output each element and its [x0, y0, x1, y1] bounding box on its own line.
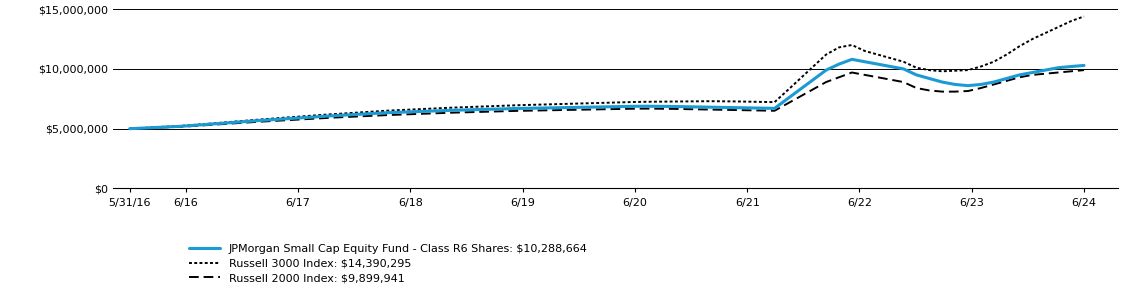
Russell 3000 Index: $14,390,295: (8.5, 1.44e+07): $14,390,295: (8.5, 1.44e+07) [1077, 15, 1091, 18]
Russell 3000 Index: $14,390,295: (6.43, 1.2e+07): $14,390,295: (6.43, 1.2e+07) [846, 43, 859, 47]
Russell 3000 Index: $14,390,295: (0.689, 5.4e+06): $14,390,295: (0.689, 5.4e+06) [200, 122, 213, 126]
JPMorgan Small Cap Equity Fund - Class R6 Shares: $10,288,664: (0.689, 5.36e+06): $10,288,664: (0.689, 5.36e+06) [200, 123, 213, 126]
JPMorgan Small Cap Equity Fund - Class R6 Shares: $10,288,664: (6.89, 1e+07): $10,288,664: (6.89, 1e+07) [896, 67, 910, 71]
JPMorgan Small Cap Equity Fund - Class R6 Shares: $10,288,664: (7.7, 8.9e+06): $10,288,664: (7.7, 8.9e+06) [987, 80, 1000, 84]
Legend: JPMorgan Small Cap Equity Fund - Class R6 Shares: $10,288,664, Russell 3000 Inde: JPMorgan Small Cap Equity Fund - Class R… [189, 244, 588, 283]
JPMorgan Small Cap Equity Fund - Class R6 Shares: $10,288,664: (7.12, 9.2e+06): $10,288,664: (7.12, 9.2e+06) [922, 77, 936, 80]
JPMorgan Small Cap Equity Fund - Class R6 Shares: $10,288,664: (0, 5e+06): $10,288,664: (0, 5e+06) [123, 127, 137, 130]
Russell 3000 Index: $14,390,295: (6.78, 1.09e+07): $14,390,295: (6.78, 1.09e+07) [884, 56, 898, 60]
Russell 2000 Index: $9,899,941: (6.78, 9.1e+06): $9,899,941: (6.78, 9.1e+06) [884, 78, 898, 81]
Russell 3000 Index: $14,390,295: (7.01, 1.01e+07): $14,390,295: (7.01, 1.01e+07) [910, 66, 924, 70]
Russell 3000 Index: $14,390,295: (0, 5e+06): $14,390,295: (0, 5e+06) [123, 127, 137, 130]
JPMorgan Small Cap Equity Fund - Class R6 Shares: $10,288,664: (8.5, 1.03e+07): $10,288,664: (8.5, 1.03e+07) [1077, 64, 1091, 67]
Russell 2000 Index: $9,899,941: (6.66, 9.3e+06): $9,899,941: (6.66, 9.3e+06) [870, 75, 884, 79]
JPMorgan Small Cap Equity Fund - Class R6 Shares: $10,288,664: (6.78, 1.02e+07): $10,288,664: (6.78, 1.02e+07) [884, 65, 898, 68]
Line: Russell 2000 Index: $9,899,941: Russell 2000 Index: $9,899,941 [130, 70, 1084, 129]
Line: JPMorgan Small Cap Equity Fund - Class R6 Shares: $10,288,664: JPMorgan Small Cap Equity Fund - Class R… [130, 59, 1084, 129]
Russell 2000 Index: $9,899,941: (7.58, 8.4e+06): $9,899,941: (7.58, 8.4e+06) [974, 86, 988, 90]
Russell 2000 Index: $9,899,941: (0, 5e+06): $9,899,941: (0, 5e+06) [123, 127, 137, 130]
Russell 3000 Index: $14,390,295: (6.66, 1.12e+07): $14,390,295: (6.66, 1.12e+07) [870, 53, 884, 56]
JPMorgan Small Cap Equity Fund - Class R6 Shares: $10,288,664: (6.43, 1.08e+07): $10,288,664: (6.43, 1.08e+07) [846, 57, 859, 61]
Russell 2000 Index: $9,899,941: (0.689, 5.3e+06): $9,899,941: (0.689, 5.3e+06) [200, 123, 213, 127]
Russell 2000 Index: $9,899,941: (8.5, 9.9e+06): $9,899,941: (8.5, 9.9e+06) [1077, 68, 1091, 72]
Russell 3000 Index: $14,390,295: (7.58, 1.02e+07): $14,390,295: (7.58, 1.02e+07) [974, 65, 988, 68]
Russell 2000 Index: $9,899,941: (7.01, 8.4e+06): $9,899,941: (7.01, 8.4e+06) [910, 86, 924, 90]
Line: Russell 3000 Index: $14,390,295: Russell 3000 Index: $14,390,295 [130, 16, 1084, 129]
JPMorgan Small Cap Equity Fund - Class R6 Shares: $10,288,664: (6.55, 1.06e+07): $10,288,664: (6.55, 1.06e+07) [858, 60, 872, 64]
Russell 2000 Index: $9,899,941: (6.43, 9.7e+06): $9,899,941: (6.43, 9.7e+06) [846, 71, 859, 74]
